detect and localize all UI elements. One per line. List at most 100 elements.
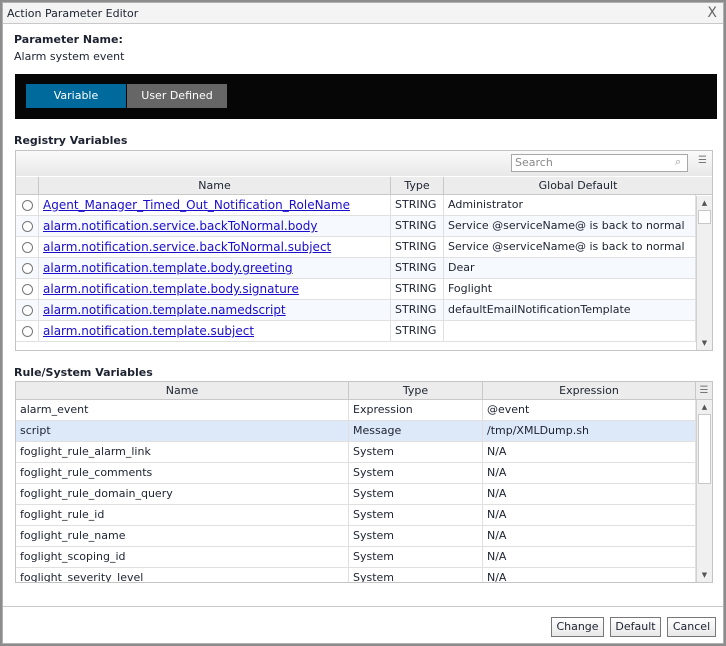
- footer-divider: [3, 606, 723, 607]
- column-global-default[interactable]: Global Default: [538, 179, 618, 192]
- expression-cell: N/A: [483, 505, 696, 525]
- table-row[interactable]: alarm.notification.service.backToNormal.…: [16, 237, 712, 258]
- variable-link[interactable]: alarm.notification.service.backToNormal.…: [43, 240, 332, 254]
- close-icon[interactable]: X: [707, 5, 717, 21]
- expression-cell: N/A: [483, 526, 696, 546]
- global-default-cell: Foglight: [444, 279, 696, 299]
- table-row[interactable]: foglight_rule_id System N/A: [16, 505, 696, 526]
- registry-variables-table: Search ⌕ ☰ Name Type Global Default Agen…: [15, 150, 713, 351]
- global-default-cell: Administrator: [444, 195, 696, 215]
- table-row[interactable]: foglight_rule_domain_query System N/A: [16, 484, 696, 505]
- table-row[interactable]: alarm_event Expression @event: [16, 400, 696, 421]
- global-default-cell: Dear: [444, 258, 696, 278]
- type-cell: System: [349, 547, 483, 567]
- variable-link[interactable]: Agent_Manager_Timed_Out_Notification_Rol…: [43, 198, 350, 212]
- name-cell: foglight_rule_id: [16, 505, 349, 525]
- scroll-down-icon[interactable]: ▼: [701, 339, 708, 347]
- type-cell: STRING: [391, 258, 444, 278]
- variable-link[interactable]: alarm.notification.template.namedscript: [43, 303, 286, 317]
- table-row[interactable]: foglight_scoping_id System N/A: [16, 547, 696, 568]
- global-default-cell: Service @serviceName@ is back to normal: [444, 237, 696, 257]
- default-button[interactable]: Default: [610, 617, 661, 637]
- type-cell: System: [349, 484, 483, 504]
- search-input[interactable]: Search: [511, 154, 688, 172]
- row-radio[interactable]: [22, 221, 33, 232]
- variable-link[interactable]: alarm.notification.template.body.greetin…: [43, 261, 293, 275]
- type-cell: STRING: [391, 300, 444, 320]
- name-cell: foglight_rule_name: [16, 526, 349, 546]
- column-name[interactable]: Name: [39, 177, 391, 194]
- table-row[interactable]: alarm.notification.template.subject STRI…: [16, 321, 712, 342]
- column-expression[interactable]: Expression: [483, 382, 696, 399]
- expression-cell: N/A: [483, 547, 696, 567]
- parameter-name-value: Alarm system event: [14, 50, 125, 63]
- type-cell: Message: [349, 421, 483, 441]
- registry-scrollbar[interactable]: ▲ ▼: [696, 196, 712, 350]
- variable-link[interactable]: alarm.notification.service.backToNormal.…: [43, 219, 318, 233]
- search-icon: ⌕: [675, 155, 682, 168]
- tab-bar: Variable User Defined: [15, 74, 717, 119]
- variable-link[interactable]: alarm.notification.template.subject: [43, 324, 255, 338]
- table-row[interactable]: foglight_rule_name System N/A: [16, 526, 696, 547]
- global-default-cell: defaultEmailNotificationTemplate: [444, 300, 696, 320]
- type-cell: System: [349, 442, 483, 462]
- name-cell: foglight_rule_alarm_link: [16, 442, 349, 462]
- type-cell: Expression: [349, 400, 483, 420]
- scroll-up-icon[interactable]: ▲: [701, 199, 708, 207]
- table-row[interactable]: foglight_rule_alarm_link System N/A: [16, 442, 696, 463]
- registry-variables-heading: Registry Variables: [14, 134, 128, 147]
- rule-system-variables-table: Name Type Expression ☰ alarm_event Expre…: [15, 381, 713, 583]
- scroll-up-icon[interactable]: ▲: [701, 403, 708, 411]
- name-cell: script: [16, 421, 349, 441]
- column-menu-icon[interactable]: ☰: [698, 155, 707, 166]
- type-cell: System: [349, 568, 483, 582]
- row-radio[interactable]: [22, 284, 33, 295]
- table-row[interactable]: Agent_Manager_Timed_Out_Notification_Rol…: [16, 195, 712, 216]
- row-radio[interactable]: [22, 326, 33, 337]
- name-cell: foglight_scoping_id: [16, 547, 349, 567]
- registry-toolbar: Search ⌕ ☰: [16, 151, 712, 176]
- rule-system-variables-heading: Rule/System Variables: [14, 366, 153, 379]
- expression-cell: @event: [483, 400, 696, 420]
- expression-cell: /tmp/XMLDump.sh: [483, 421, 696, 441]
- tab-user-defined[interactable]: User Defined: [127, 84, 227, 108]
- row-radio[interactable]: [22, 200, 33, 211]
- column-type[interactable]: Type: [391, 177, 444, 194]
- type-cell: STRING: [391, 237, 444, 257]
- rules-scrollbar[interactable]: ▲ ▼: [696, 400, 712, 582]
- name-cell: foglight_rule_domain_query: [16, 484, 349, 504]
- scroll-down-icon[interactable]: ▼: [701, 571, 708, 579]
- variable-link[interactable]: alarm.notification.template.body.signatu…: [43, 282, 299, 296]
- rules-header: Name Type Expression ☰: [16, 382, 712, 400]
- dialog-title: Action Parameter Editor: [7, 7, 139, 20]
- tab-variable[interactable]: Variable: [26, 84, 126, 108]
- row-radio[interactable]: [22, 242, 33, 253]
- table-row[interactable]: alarm.notification.template.body.greetin…: [16, 258, 712, 279]
- type-cell: System: [349, 463, 483, 483]
- expression-cell: N/A: [483, 442, 696, 462]
- parameter-name-label: Parameter Name:: [14, 33, 123, 46]
- global-default-cell: Service @serviceName@ is back to normal: [444, 216, 696, 236]
- table-row[interactable]: alarm.notification.template.body.signatu…: [16, 279, 712, 300]
- change-button[interactable]: Change: [551, 617, 604, 637]
- title-bar: Action Parameter Editor X: [3, 3, 723, 24]
- table-row[interactable]: foglight_severity_level System N/A: [16, 568, 696, 582]
- table-row[interactable]: script Message /tmp/XMLDump.sh: [16, 421, 696, 442]
- table-row[interactable]: foglight_rule_comments System N/A: [16, 463, 696, 484]
- table-row[interactable]: alarm.notification.service.backToNormal.…: [16, 216, 712, 237]
- row-radio[interactable]: [22, 263, 33, 274]
- type-cell: STRING: [391, 279, 444, 299]
- column-name[interactable]: Name: [16, 382, 349, 399]
- cancel-button[interactable]: Cancel: [667, 617, 716, 637]
- row-radio[interactable]: [22, 305, 33, 316]
- column-type[interactable]: Type: [349, 382, 483, 399]
- type-cell: System: [349, 505, 483, 525]
- type-cell: STRING: [391, 216, 444, 236]
- type-cell: STRING: [391, 321, 444, 341]
- name-cell: alarm_event: [16, 400, 349, 420]
- table-row[interactable]: alarm.notification.template.namedscript …: [16, 300, 712, 321]
- expression-cell: N/A: [483, 568, 696, 582]
- column-menu-icon[interactable]: ☰: [699, 385, 709, 396]
- name-cell: foglight_rule_comments: [16, 463, 349, 483]
